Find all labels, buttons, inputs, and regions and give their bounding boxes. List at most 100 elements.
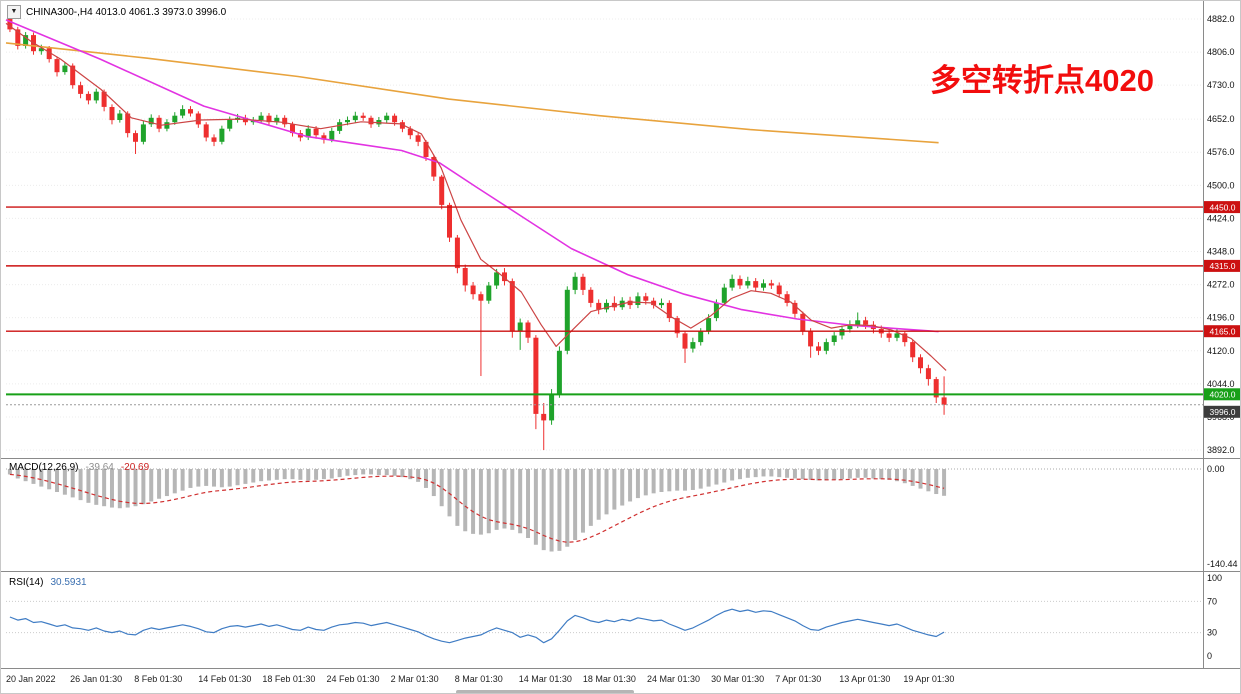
symbol-dropdown-icon[interactable]: ▼	[7, 5, 21, 19]
chart-title: CHINA300-,H4 4013.0 4061.3 3973.0 3996.0	[26, 6, 227, 18]
candle	[588, 289, 594, 303]
svg-text:3892.0: 3892.0	[1207, 445, 1235, 455]
svg-text:20 Jan 2022: 20 Jan 2022	[6, 674, 56, 684]
candle	[494, 272, 500, 286]
candle	[93, 91, 99, 101]
candle	[768, 283, 774, 286]
candle	[737, 278, 743, 286]
slow-ma-line	[5, 42, 939, 144]
candle	[541, 413, 547, 421]
svg-text:4315.0: 4315.0	[1210, 261, 1236, 271]
svg-text:13 Apr 01:30: 13 Apr 01:30	[839, 674, 890, 684]
svg-text:26 Jan 01:30: 26 Jan 01:30	[70, 674, 122, 684]
candle	[431, 157, 437, 177]
candle	[831, 335, 837, 342]
candle	[392, 115, 398, 123]
candle	[125, 113, 131, 134]
candle	[85, 93, 91, 101]
candle	[627, 300, 633, 306]
candle	[345, 120, 350, 123]
candle	[580, 276, 586, 290]
rsi-scale-labels: 100 70 30 0	[1207, 573, 1222, 661]
svg-text:4424.0: 4424.0	[1207, 213, 1235, 223]
candle	[659, 302, 664, 306]
candle	[698, 331, 704, 343]
svg-text:4044.0: 4044.0	[1207, 379, 1235, 389]
candle	[384, 115, 390, 121]
mid-ma-line	[5, 19, 939, 333]
macd-indicator-name: MACD(12,26,9)	[9, 462, 79, 473]
candle	[902, 333, 908, 343]
svg-text:7 Apr 01:30: 7 Apr 01:30	[775, 674, 821, 684]
candle	[447, 204, 452, 238]
svg-text:19 Apr 01:30: 19 Apr 01:30	[903, 674, 954, 684]
rsi-panel-label: RSI(14) 30.5931	[9, 577, 87, 588]
svg-text:4806.0: 4806.0	[1207, 47, 1235, 57]
horizontal-scrollbar[interactable]	[456, 690, 634, 693]
candles[interactable]	[7, 15, 947, 451]
candle	[454, 237, 460, 269]
chart-title-bar: ▼ CHINA300-,H4 4013.0 4061.3 3973.0 3996…	[7, 5, 226, 19]
candle	[792, 302, 798, 314]
support-resistance-lines[interactable]	[6, 206, 1203, 396]
candle	[7, 19, 13, 30]
svg-text:14 Feb 01:30: 14 Feb 01:30	[198, 674, 251, 684]
svg-text:4652.0: 4652.0	[1207, 114, 1235, 124]
macd-histogram	[7, 469, 947, 552]
svg-text:70: 70	[1207, 596, 1217, 606]
candle	[933, 379, 939, 398]
svg-text:8 Feb 01:30: 8 Feb 01:30	[134, 674, 182, 684]
candle	[195, 113, 201, 125]
candle	[596, 302, 602, 310]
macd-panel-label: MACD(12,26,9) -39.64 -20.69	[9, 462, 149, 473]
candle	[651, 300, 657, 306]
candle	[753, 281, 759, 288]
candle	[502, 272, 507, 282]
candle	[462, 268, 468, 286]
candle	[572, 276, 578, 290]
candle	[15, 29, 21, 46]
macd-signal-line	[9, 473, 945, 543]
svg-text:18 Mar 01:30: 18 Mar 01:30	[583, 674, 636, 684]
annotation-text: 多空转折点4020	[930, 63, 1154, 98]
candle	[313, 128, 319, 136]
svg-text:-140.44: -140.44	[1207, 559, 1238, 569]
candle	[258, 115, 264, 121]
svg-text:4165.0: 4165.0	[1210, 326, 1236, 336]
candle	[721, 287, 727, 303]
candle	[23, 35, 29, 46]
candle	[847, 324, 853, 330]
candle	[761, 283, 766, 288]
date-axis-labels: 20 Jan 2022 26 Jan 01:30 8 Feb 01:30 14 Feb…	[6, 674, 954, 684]
rsi-indicator-name: RSI(14)	[9, 577, 44, 588]
rsi-level-lines	[6, 600, 1203, 634]
price-tags: 4450.0 4315.0 4165.0 4020.0 3996.0	[1204, 201, 1240, 418]
candle	[38, 48, 44, 52]
candle	[745, 281, 751, 286]
candle	[423, 141, 429, 157]
candle	[117, 113, 123, 120]
candle	[439, 176, 445, 205]
candle	[109, 107, 115, 121]
macd-scale-labels: 0.00 -140.44	[1207, 464, 1238, 569]
svg-text:4020.0: 4020.0	[1210, 390, 1236, 400]
candle	[894, 333, 900, 338]
candle	[941, 397, 947, 405]
candle	[148, 117, 154, 125]
svg-text:4576.0: 4576.0	[1207, 147, 1235, 157]
candle	[290, 124, 295, 134]
candle	[274, 117, 280, 123]
candle	[533, 337, 539, 414]
candle	[62, 65, 68, 73]
candle	[604, 302, 609, 310]
candle	[855, 320, 861, 325]
panel-separators	[1, 1, 1240, 669]
candle	[729, 278, 735, 288]
candle	[564, 289, 570, 351]
candle	[172, 115, 178, 123]
candle	[360, 115, 366, 118]
candle	[635, 296, 641, 305]
candle	[415, 135, 421, 142]
